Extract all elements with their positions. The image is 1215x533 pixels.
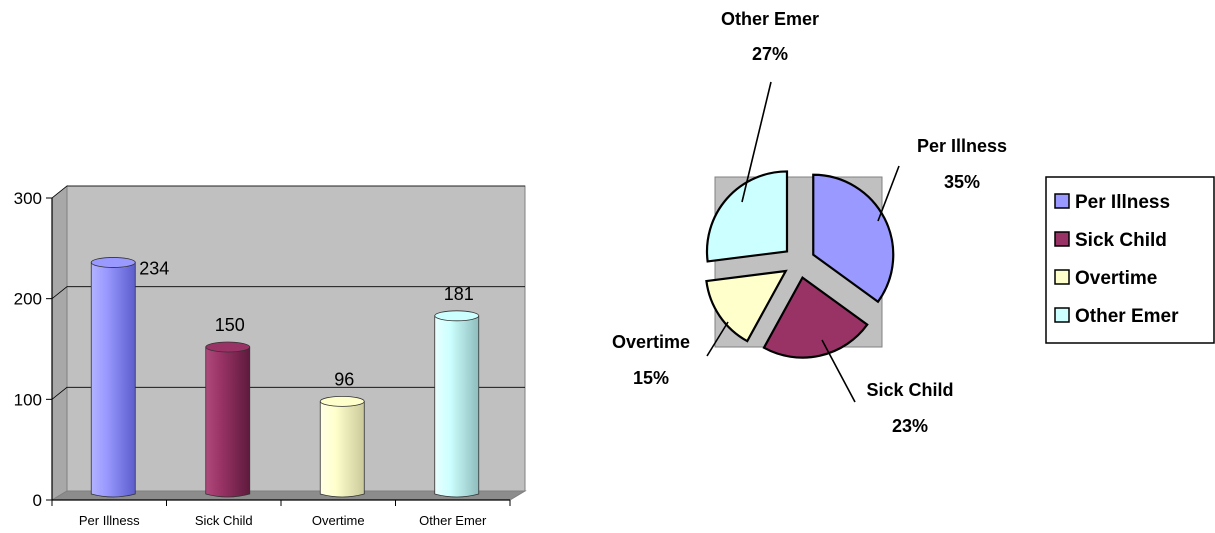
pie-category-label: Overtime [612, 332, 690, 352]
pie-leader-line [877, 165, 900, 222]
pie-leader-line [706, 321, 729, 357]
pie-legend: Per Illness Sick Child Overtime Other Emer [1045, 176, 1215, 344]
legend-box [1045, 176, 1215, 344]
bar-cap [205, 341, 251, 353]
legend-item-sick-child: Sick Child [1054, 230, 1167, 251]
legend-label: Sick Child [1075, 230, 1167, 251]
pie-chart: Per Illness 35% Sick Child 23% Overtime 15% Ot… [612, 9, 1215, 436]
x-tick-label: Overtime [312, 513, 365, 528]
y-tick-label: 0 [33, 491, 42, 510]
y-axis-ticks: 0 100 200 300 [14, 189, 52, 510]
bar-data-label: 181 [444, 284, 474, 304]
pie-slice-shape [705, 170, 789, 263]
bar-overtime: 96 [319, 369, 365, 498]
bar-data-label: 234 [139, 258, 169, 278]
bar-data-label: 150 [215, 315, 245, 335]
bar-other-emer: 181 [434, 284, 480, 498]
y-tick-label: 300 [14, 189, 42, 208]
pie-slice-other-emer: Other Emer 27% [705, 9, 819, 263]
pie-percent-label: 15% [633, 368, 669, 388]
pie-slice-sick-child: Sick Child 23% [762, 275, 954, 436]
bar-data-label: 96 [334, 369, 354, 389]
legend-label: Per Illness [1075, 192, 1170, 213]
legend-label: Other Emer [1075, 306, 1179, 327]
legend-item-other-emer: Other Emer [1054, 306, 1179, 327]
bar-sick-child: 150 [205, 315, 251, 498]
bar-body [434, 315, 480, 498]
y-tick-label: 100 [14, 390, 42, 409]
bar-chart-side-wall [51, 184, 68, 501]
legend-item-overtime: Overtime [1054, 268, 1157, 289]
gridline [51, 185, 525, 199]
bar-body [319, 400, 365, 498]
pie-category-label: Sick Child [866, 380, 953, 400]
pie-leader-line [741, 81, 772, 203]
legend-swatch [1054, 269, 1070, 285]
bar-cap [319, 395, 365, 407]
gridline [51, 386, 525, 400]
bar-body [205, 346, 251, 498]
legend-swatch [1054, 307, 1070, 323]
pie-category-label: Per Illness [917, 136, 1007, 156]
bar-chart: 0 100 200 300 Per Illness Sick Child Overtime… [14, 184, 527, 528]
pie-percent-label: 23% [892, 416, 928, 436]
pie-category-label: Other Emer [721, 9, 819, 29]
pie-slice-shape [812, 173, 895, 304]
bar-gridlines [51, 185, 525, 400]
legend-swatch [1054, 231, 1070, 247]
pie-slice-shape [762, 275, 869, 359]
pie-leader-line [821, 339, 856, 403]
x-tick-label: Per Illness [79, 513, 140, 528]
x-axis-ticks: Per Illness Sick Child Overtime Other Emer [51, 500, 511, 528]
bar-cap [434, 310, 480, 322]
x-tick-label: Sick Child [195, 513, 253, 528]
bar-per-illness: 234 [90, 257, 169, 498]
x-tick-label: Other Emer [419, 513, 487, 528]
y-tick-label: 200 [14, 290, 42, 309]
bar-series: 234 150 96 181 [90, 257, 480, 498]
pie-series: Per Illness 35% Sick Child 23% Overtime 15% Ot… [612, 9, 1007, 436]
bar-cap [90, 257, 136, 268]
bar-body [90, 262, 136, 498]
gridline [51, 286, 525, 299]
legend-item-per-illness: Per Illness [1054, 192, 1170, 213]
legend-swatch [1054, 193, 1070, 209]
pie-slice-overtime: Overtime 15% [612, 269, 788, 388]
pie-percent-label: 27% [752, 44, 788, 64]
pie-percent-label: 35% [944, 172, 980, 192]
pie-slice-per-illness: Per Illness 35% [812, 136, 1007, 304]
legend-label: Overtime [1075, 268, 1157, 289]
